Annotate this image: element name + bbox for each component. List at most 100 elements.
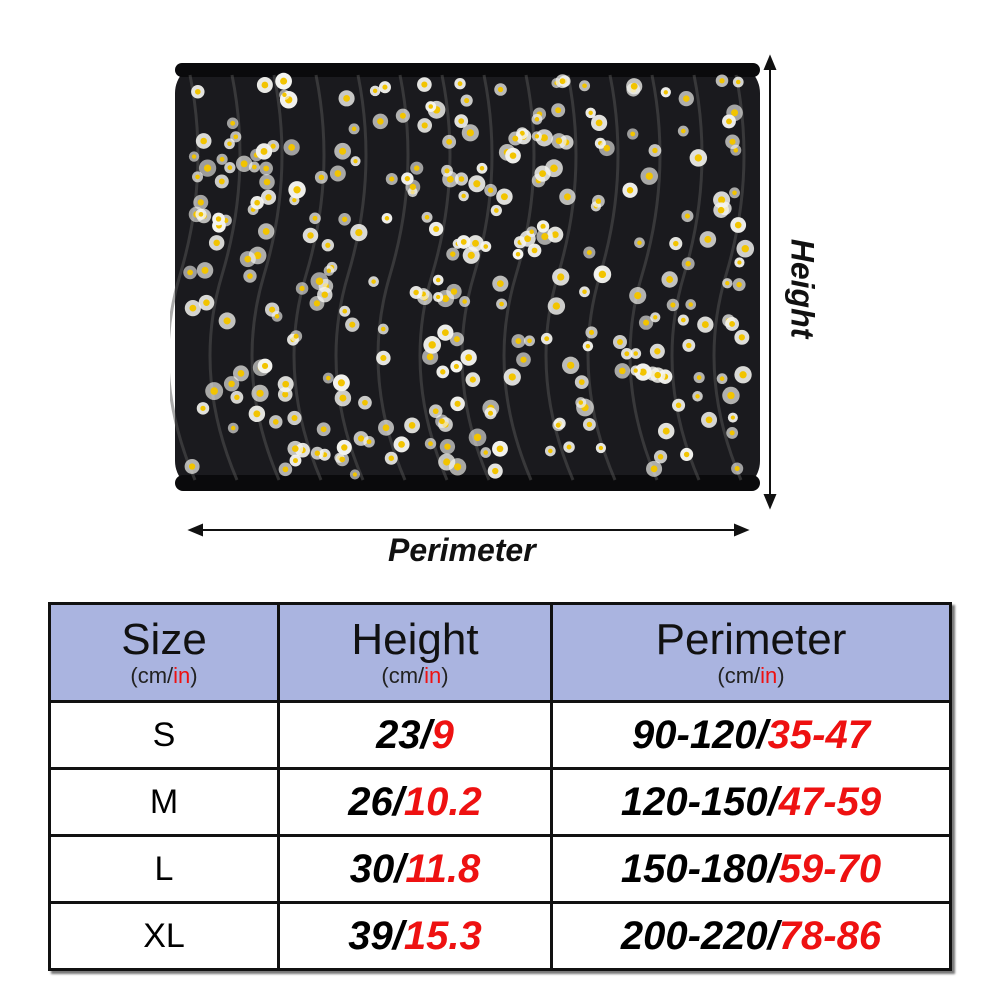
daisy-print [727,412,738,423]
daisy-print [725,134,740,150]
daisy-print [385,173,398,185]
daisy-print [259,161,273,176]
height-cell: 26/10.2 [277,767,553,837]
daisy-print [626,78,643,95]
daisy-print [460,349,477,366]
daisy-print [531,131,543,142]
daisy-print [338,90,355,107]
daisy-print [230,390,244,404]
daisy-print [496,298,508,310]
daisy-print [579,80,591,92]
daisy-print [460,94,473,107]
daisy-print [511,334,526,349]
daisy-print [734,329,750,345]
daisy-print [544,445,556,457]
daisy-print [283,139,300,156]
daisy-print [490,204,502,217]
daisy-print [218,312,236,330]
table-row: M 26/10.2 120-150/47-59 [48,767,952,837]
daisy-print [287,410,302,426]
daisy-print [468,175,486,193]
daisy-print [279,89,290,101]
daisy-print [216,153,228,165]
daisy-print [437,324,454,341]
daisy-print [334,142,352,160]
daisy-print [448,458,467,476]
daisy-print [551,133,567,149]
daisy-print [487,463,503,479]
daisy-print [516,352,531,368]
daisy-print [496,188,513,205]
daisy-print [322,372,334,384]
daisy-print [271,310,283,322]
daisy-print [208,235,225,251]
daisy-print [689,149,708,167]
daisy-print [188,151,200,162]
daisy-print [562,356,580,374]
daisy-print [650,312,661,323]
daisy-print [640,167,659,185]
daisy-print [334,389,352,407]
daisy-print [722,386,740,405]
daisy-print [465,372,481,387]
daisy-print [409,286,423,299]
daisy-print [660,87,671,98]
daisy-print [484,407,497,420]
daisy-print [552,419,565,432]
daisy-print [377,323,389,335]
daisy-print [198,294,215,311]
daisy-print [446,247,460,261]
daisy-print [314,170,328,184]
daisy-print [193,194,209,210]
daisy-print [574,375,589,389]
daisy-print [349,469,360,480]
daisy-print [251,384,269,402]
daisy-print [378,81,391,94]
daisy-print [424,437,437,450]
daisy-print [658,422,675,440]
daisy-print [329,165,346,182]
daisy-print [585,107,596,119]
daisy-print [666,298,680,312]
daisy-print [376,350,391,366]
daisy-print [248,161,260,173]
daisy-print [224,138,235,150]
daisy-print [681,257,695,271]
daisy-print [348,123,360,135]
daisy-print [417,77,432,92]
daisy-print [494,83,507,96]
daisy-print [450,360,463,373]
daisy-print [336,439,352,456]
daisy-print [592,194,605,208]
daisy-print [677,314,689,326]
daisy-print [547,297,566,315]
daisy-print [476,162,488,174]
daisy-print [435,414,449,429]
daisy-print [552,268,570,286]
daisy-print [191,85,205,99]
daisy-print [734,257,745,268]
daisy-print [682,339,696,352]
daisy-print [441,164,453,177]
daisy-print [629,287,647,305]
perimeter-label: Perimeter [388,532,536,568]
daisy-print [369,85,381,97]
header-height: Height (cm/in) [277,602,553,703]
daisy-print [701,411,718,428]
daisy-print [277,376,294,393]
daisy-print [699,231,717,248]
daisy-print [248,405,266,423]
daisy-print [563,441,575,453]
daisy-print [433,291,444,303]
daisy-print [540,332,553,345]
daisy-print [484,183,498,197]
daisy-print [583,246,596,259]
daisy-print [505,147,521,164]
daisy-print [730,217,747,233]
daisy-print [461,124,479,142]
daisy-print [456,235,471,249]
daisy-print [363,435,375,448]
daisy-print [634,237,645,249]
daisy-print [428,404,443,418]
